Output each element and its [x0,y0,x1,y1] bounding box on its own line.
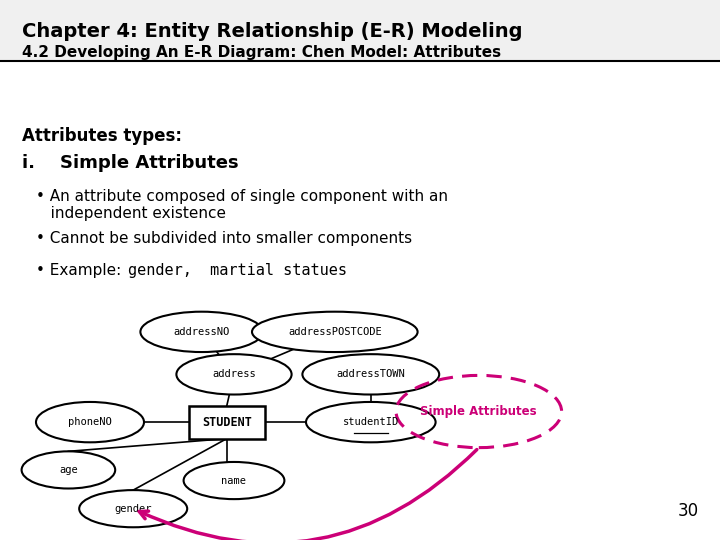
Text: Simple Attributes: Simple Attributes [420,405,537,418]
Ellipse shape [302,354,439,395]
Ellipse shape [184,462,284,499]
Text: • Cannot be subdivided into smaller components: • Cannot be subdivided into smaller comp… [36,231,412,246]
Bar [189,406,265,438]
Text: phoneNO: phoneNO [68,417,112,427]
Text: Attributes types:: Attributes types: [22,127,181,145]
Text: 4.2 Developing An E-R Diagram: Chen Model: Attributes: 4.2 Developing An E-R Diagram: Chen Mode… [22,45,500,59]
Ellipse shape [22,451,115,489]
FancyBboxPatch shape [0,0,720,61]
Text: • Example:: • Example: [36,263,126,278]
Text: addressTOWN: addressTOWN [336,369,405,379]
Text: gender: gender [114,504,152,514]
Text: STUDENT: STUDENT [202,416,252,429]
Text: name: name [222,476,246,485]
Text: addressPOSTCODE: addressPOSTCODE [288,327,382,337]
Text: studentID: studentID [343,417,399,427]
Text: age: age [59,465,78,475]
Ellipse shape [36,402,144,442]
Ellipse shape [140,312,263,352]
Ellipse shape [79,490,187,527]
Text: 30: 30 [678,502,698,521]
Ellipse shape [176,354,292,395]
Text: addressNO: addressNO [174,327,230,337]
Text: gender,  martial statues: gender, martial statues [128,263,347,278]
Ellipse shape [306,402,436,442]
Text: • An attribute composed of single component with an
   independent existence: • An attribute composed of single compon… [36,188,448,221]
Ellipse shape [252,312,418,352]
Text: Chapter 4: Entity Relationship (E-R) Modeling: Chapter 4: Entity Relationship (E-R) Mod… [22,22,522,41]
Text: i.    Simple Attributes: i. Simple Attributes [22,154,238,172]
Text: address: address [212,369,256,379]
